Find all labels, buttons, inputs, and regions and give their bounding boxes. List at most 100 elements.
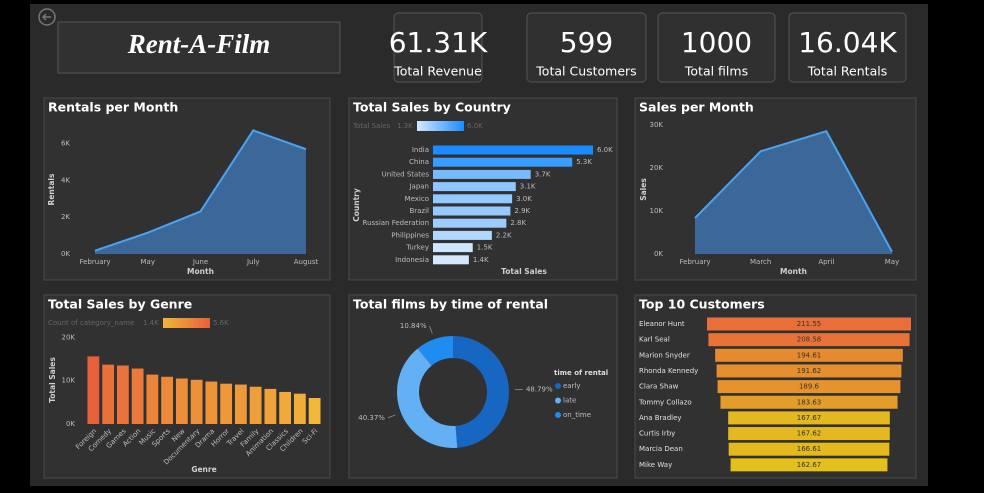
data-label: 189.6 xyxy=(799,383,820,391)
legend-swatch xyxy=(555,383,561,389)
funnel-bar xyxy=(716,364,902,378)
y-tick-label: Turkey xyxy=(405,244,429,252)
legend-label: on_time xyxy=(563,411,591,419)
bar xyxy=(433,218,507,228)
category-label: Marcia Dean xyxy=(639,445,683,453)
data-label: 5.3K xyxy=(576,158,592,166)
donut-segment xyxy=(417,336,453,366)
y-tick-label: Russian Federation xyxy=(363,219,429,227)
data-label: 10.84% xyxy=(400,322,427,330)
chart-title: Sales per Month xyxy=(639,100,754,115)
y-axis-title: Total Sales xyxy=(48,357,57,403)
back-arrow xyxy=(41,13,51,21)
data-label: 162.67 xyxy=(797,461,822,469)
x-tick-label: June xyxy=(192,258,208,266)
data-label: 211.55 xyxy=(797,320,822,328)
x-tick-label: May xyxy=(885,258,899,266)
y-tick-label: Indonesia xyxy=(395,256,429,264)
data-label: 183.63 xyxy=(797,398,822,406)
legend-bar xyxy=(163,318,210,328)
category-label: Tommy Collazo xyxy=(638,398,692,406)
line xyxy=(694,129,893,253)
y-tick-label: Philippines xyxy=(391,231,429,239)
legend-max: 6.0K xyxy=(467,122,483,130)
y-tick-label: Mexico xyxy=(405,195,429,203)
data-label: 3.1K xyxy=(520,183,536,191)
kpi-value: 61.31K xyxy=(389,26,488,59)
y-tick-label: 30K xyxy=(650,121,664,129)
data-label: 40.37% xyxy=(358,414,385,422)
x-tick-label: July xyxy=(246,258,260,266)
x-tick-label: February xyxy=(679,258,710,266)
funnel-bar xyxy=(728,442,890,456)
x-tick-label: March xyxy=(750,258,771,266)
x-tick-label: August xyxy=(294,258,319,266)
y-tick-label: 2K xyxy=(61,213,70,221)
kpi-card xyxy=(657,12,776,83)
legend-max: 5.6K xyxy=(213,319,229,327)
data-label: 6.0K xyxy=(597,146,613,154)
kpi-label: Total films xyxy=(684,64,748,79)
bar xyxy=(116,365,129,424)
chart-panel xyxy=(348,294,618,479)
legend-swatch xyxy=(555,397,561,404)
bar xyxy=(190,379,203,424)
legend-min: 1.3K xyxy=(397,122,413,130)
leader-line xyxy=(429,325,433,334)
bar xyxy=(131,368,144,424)
data-label: 194.61 xyxy=(797,351,822,359)
data-label: 3.7K xyxy=(535,170,551,178)
funnel-bar xyxy=(707,317,911,331)
data-label: 1.4K xyxy=(473,256,489,264)
category-label: Rhonda Kennedy xyxy=(639,367,698,375)
data-label: 2.2K xyxy=(496,231,512,239)
x-tick-label: February xyxy=(79,258,110,266)
kpi-label: Total Revenue xyxy=(393,64,482,79)
legend-label: late xyxy=(563,397,576,405)
line xyxy=(94,129,307,252)
y-tick-label: 20K xyxy=(650,164,664,172)
y-tick-label: China xyxy=(409,158,429,166)
category-label: Marion Snyder xyxy=(639,351,690,359)
bar xyxy=(293,393,306,424)
bar xyxy=(249,386,262,424)
category-label: Ana Bradley xyxy=(639,414,682,422)
kpi-card xyxy=(788,12,907,83)
y-tick-label: 0K xyxy=(66,420,75,428)
category-label: Clara Shaw xyxy=(639,383,679,391)
kpi-card xyxy=(393,12,483,83)
kpi-value: 1000 xyxy=(681,26,752,59)
funnel-bar xyxy=(715,348,903,362)
category-label: Mike Way xyxy=(639,461,672,469)
funnel-bar xyxy=(728,427,890,441)
y-tick-label: United States xyxy=(382,170,430,178)
data-label: 2.8K xyxy=(510,219,526,227)
data-label: 208.58 xyxy=(797,336,822,344)
y-tick-label: 0K xyxy=(654,250,663,258)
bar xyxy=(205,381,218,424)
bar xyxy=(433,230,492,240)
data-label: 166.61 xyxy=(797,445,822,453)
bar xyxy=(433,157,573,167)
data-label: 48.79% xyxy=(526,385,553,393)
legend-bar xyxy=(417,121,464,131)
legend-title: Total Sales xyxy=(352,122,391,130)
funnel-bar xyxy=(708,333,910,347)
bar xyxy=(161,376,174,424)
back-button[interactable] xyxy=(38,8,56,26)
chart-title: Rentals per Month xyxy=(48,100,178,115)
chart-title: Total films by time of rental xyxy=(353,297,548,312)
title-box xyxy=(57,21,341,74)
dashboard-title: Rent-A-Film xyxy=(127,29,271,59)
y-tick-label: 0K xyxy=(61,250,70,258)
funnel-bar xyxy=(720,395,898,409)
bar xyxy=(433,169,531,179)
area xyxy=(95,130,306,254)
category-label: Eleanor Hunt xyxy=(639,320,685,328)
category-label: Curtis Irby xyxy=(639,430,675,438)
legend-swatch xyxy=(555,412,561,418)
bar xyxy=(433,182,516,192)
kpi-value: 599 xyxy=(560,26,613,59)
legend-min: 1.4K xyxy=(143,319,159,327)
